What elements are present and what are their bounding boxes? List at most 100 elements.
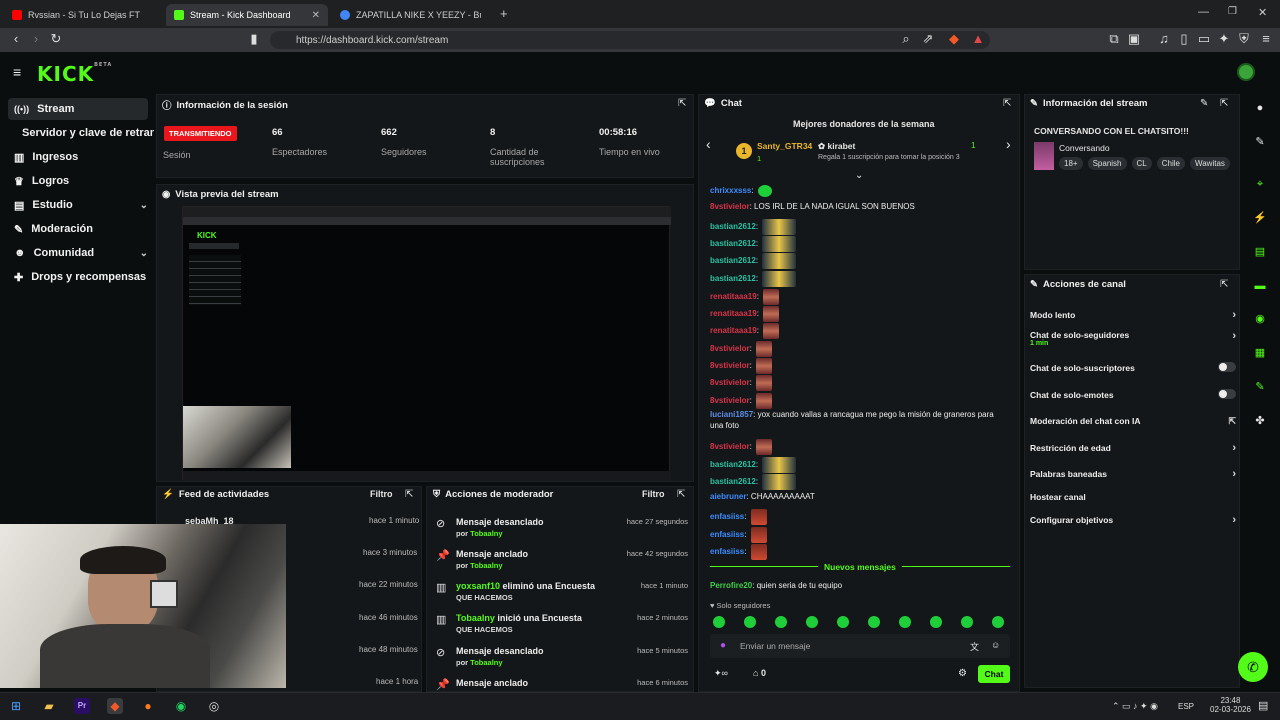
chat-username[interactable]: 8vstivielor [710, 344, 750, 354]
pencil-icon[interactable]: ✎ [1255, 136, 1265, 148]
popout-icon[interactable]: ⇱ [677, 489, 686, 500]
reload-icon[interactable]: ↻ [50, 31, 62, 46]
chat-username[interactable]: bastian2612 [710, 477, 756, 487]
followers-only-row[interactable]: Chat de solo-seguidores 1 min › [1030, 330, 1236, 347]
share-icon[interactable]: ⇗ [922, 31, 934, 46]
mod-filter-button[interactable]: Filtro [642, 489, 665, 499]
emotes-only-row[interactable]: Chat de solo-emotes [1030, 384, 1236, 406]
chat-username[interactable]: 8vstivielor [710, 442, 750, 452]
sidebar-item-drops[interactable]: ✚ Drops y recompensas [8, 266, 158, 288]
chat-username[interactable]: bastian2612 [710, 460, 756, 470]
windows-start-icon[interactable]: ⊞ [10, 699, 22, 713]
chat-username[interactable]: bastian2612 [710, 256, 756, 266]
chat-username[interactable]: renatitaaa19 [710, 309, 757, 319]
browser-tab-kick[interactable]: Stream - Kick Dashboard ✕ [166, 4, 328, 26]
host-channel-row[interactable]: Hostear canal [1030, 492, 1086, 502]
extensions-icon[interactable]: ⧉ [1109, 31, 1119, 46]
chat-username[interactable]: bastian2612 [710, 239, 756, 249]
chat-username[interactable]: 8vstivielor [710, 361, 750, 371]
kick-logo[interactable]: KICKBETA [37, 62, 112, 86]
chat-username[interactable]: bastian2612 [710, 274, 756, 284]
popout-icon[interactable]: ⇱ [1220, 98, 1229, 109]
send-chat-button[interactable]: Chat [978, 665, 1010, 683]
chevron-left-icon[interactable]: ‹ [706, 136, 711, 152]
new-messages-label[interactable]: Nuevos mensajes [818, 562, 902, 572]
feed-filter-button[interactable]: Filtro [370, 489, 393, 499]
chat-bubble-icon[interactable]: ▬ [1254, 280, 1266, 292]
chat-username[interactable]: enfasiiss [710, 547, 745, 557]
minimize-icon[interactable]: — [1198, 6, 1209, 18]
sidebar-item-comunidad[interactable]: ☻ Comunidad ⌄ [8, 242, 148, 264]
restore-icon[interactable]: ❐ [1228, 6, 1237, 17]
subs-only-toggle[interactable] [1218, 361, 1236, 372]
donor-name[interactable]: ✿ kirabet [818, 141, 856, 151]
age-restriction-row[interactable]: Restricción de edad › [1030, 442, 1236, 454]
popout-icon[interactable]: ⇱ [405, 489, 414, 500]
sidebar-item-server-key[interactable]: Servidor y clave de retransm [16, 122, 154, 144]
wallet-icon[interactable]: ▭ [1197, 31, 1211, 46]
tools-icon[interactable]: ✎ [1255, 381, 1265, 393]
tray-icons[interactable]: ⌃ ▭ ♪ ✦ ◉ [1112, 701, 1158, 711]
browser-tab-search[interactable]: ZAPATILLA NIKE X YEEZY - Buscar co [332, 4, 492, 26]
sidebar-item-stream[interactable]: ((•)) Stream [8, 98, 148, 120]
chat-username[interactable]: aiebruner [710, 492, 747, 501]
emoji-icon[interactable]: ☺ [991, 640, 1001, 650]
screenshot-icon[interactable]: ▣ [1127, 31, 1141, 46]
vpn-icon[interactable]: ⛨ [1239, 31, 1249, 46]
banned-words-row[interactable]: Palabras baneadas › [1030, 468, 1236, 480]
new-tab-icon[interactable]: + [500, 6, 508, 21]
collapse-icon[interactable]: ⌄ [855, 170, 864, 181]
popout-icon[interactable]: ⇱ [1003, 98, 1012, 109]
subs-only-row[interactable]: Chat de solo-suscriptores [1030, 357, 1236, 379]
browser-tab-youtube[interactable]: Rvssian - Si Tu Lo Dejas FT Bad B [4, 4, 160, 26]
language-indicator[interactable]: ESP [1178, 702, 1195, 711]
emote-bar[interactable] [713, 616, 1023, 631]
notifications-icon[interactable]: ▤ [1258, 700, 1269, 712]
slow-mode-row[interactable]: Modo lento › [1030, 309, 1236, 321]
chat-username[interactable]: 8vstivielor [710, 202, 750, 211]
stream-preview-video[interactable]: KICK [182, 206, 671, 481]
menu-icon[interactable]: ≡ [1262, 31, 1270, 46]
chat-username[interactable]: enfasiiss [710, 530, 745, 540]
donor-name[interactable]: Santy_GTR34 [757, 141, 813, 151]
chat-username[interactable]: renatitaaa19 [710, 292, 757, 302]
clock[interactable]: 23:48 02-03-2026 [1210, 696, 1251, 714]
url-input[interactable]: https://dashboard.kick.com/stream [270, 31, 990, 49]
hamburger-icon[interactable]: ≡ [13, 64, 22, 80]
chat-username[interactable]: enfasiiss [710, 512, 745, 522]
chat-username[interactable]: bastian2612 [710, 222, 756, 232]
settings-icon[interactable]: ⚙ [958, 668, 967, 679]
info-icon[interactable]: ● [1256, 102, 1264, 114]
chat-username[interactable]: renatitaaa19 [710, 326, 757, 336]
spotify-icon[interactable]: ◉ [175, 699, 187, 713]
chat-input[interactable] [710, 634, 1010, 658]
brave-icon[interactable]: ◆ [107, 698, 123, 714]
support-chat-button[interactable]: ✆ [1238, 652, 1268, 682]
popout-icon[interactable]: ⇱ [678, 98, 687, 109]
obs-icon[interactable]: ◎ [208, 699, 220, 713]
brave-shield-icon[interactable]: ◆ [949, 31, 959, 46]
broadcast-icon[interactable]: ◉ [1255, 313, 1265, 325]
close-tab-icon[interactable]: ✕ [311, 9, 320, 21]
back-icon[interactable]: ‹ [13, 31, 19, 46]
edit-icon[interactable]: ✎ [1200, 98, 1209, 109]
chat-username[interactable]: 8vstivielor [710, 396, 750, 406]
sidebar-item-logros[interactable]: ♛ Logros [8, 170, 148, 192]
plugins-icon[interactable]: ✤ [1255, 415, 1265, 427]
sidebar-item-ingresos[interactable]: ▥ Ingresos [8, 146, 148, 168]
layout-icon[interactable]: ▦ [1254, 347, 1266, 359]
premiere-icon[interactable]: Pr [74, 698, 90, 714]
emotes-only-toggle[interactable] [1218, 388, 1236, 399]
avatar[interactable] [1237, 63, 1255, 81]
bolt-icon[interactable]: ⚡ [1253, 212, 1267, 224]
popout-icon[interactable]: ⇱ [1220, 279, 1229, 290]
sidebar-toggle-icon[interactable]: ▯ [1180, 31, 1188, 46]
chevron-right-icon[interactable]: › [1006, 136, 1011, 152]
chat-username[interactable]: chrixxxsss [710, 186, 752, 196]
file-explorer-icon[interactable]: ▰ [44, 699, 54, 713]
brave-rewards-icon[interactable]: ▲ [971, 31, 985, 46]
capture-icon[interactable]: ⌖ [1256, 178, 1264, 190]
chat-username[interactable]: 8vstivielor [710, 378, 750, 388]
forward-icon[interactable]: › [33, 31, 39, 46]
sidebar-item-moderacion[interactable]: ✎ Moderación [8, 218, 148, 240]
